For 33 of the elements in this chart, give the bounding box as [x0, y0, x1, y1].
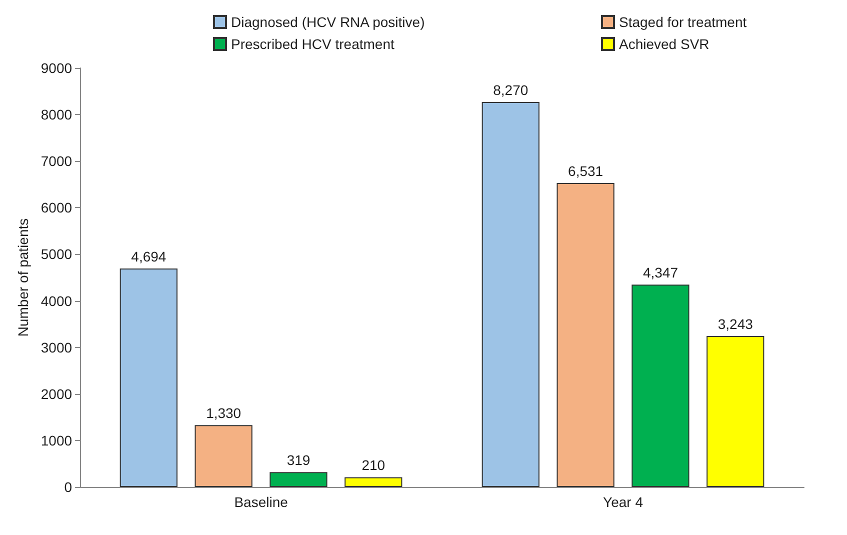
bar: [194, 425, 252, 487]
legend-label: Staged for treatment: [619, 14, 747, 30]
data-label: 319: [286, 452, 310, 468]
data-label: 1,330: [206, 405, 242, 422]
y-tick-label: 6000: [40, 200, 72, 216]
data-label: 6,531: [568, 162, 604, 179]
bar: [482, 102, 540, 487]
legend-label: Diagnosed (HCV RNA positive): [231, 14, 425, 30]
data-label: 210: [362, 457, 386, 474]
y-tick-label: 9000: [40, 60, 72, 76]
x-tick-label: Year 4: [603, 494, 644, 510]
bar: [270, 472, 328, 487]
bar: [556, 182, 614, 487]
bar: [344, 477, 402, 487]
data-label: 3,243: [718, 316, 754, 332]
y-tick-label: 8000: [40, 106, 72, 123]
bar: [120, 268, 178, 487]
legend-label: Achieved SVR: [619, 36, 710, 52]
data-label: 4,694: [131, 248, 166, 264]
data-label: 4,347: [642, 264, 678, 281]
x-tick-label: Baseline: [234, 494, 288, 510]
y-tick-label: 2000: [40, 386, 72, 402]
y-tick-label: 3000: [40, 339, 72, 356]
y-tick-label: 0: [64, 479, 72, 495]
y-tick-label: 4000: [40, 292, 72, 309]
legend-label: Prescribed HCV treatment: [231, 36, 395, 52]
y-tick-label: 7000: [40, 153, 72, 170]
y-tick-label: 5000: [40, 246, 72, 262]
data-label: 8,270: [493, 82, 528, 98]
y-axis-title: Number of patients: [15, 218, 31, 337]
bar: [706, 336, 764, 487]
bar: [632, 284, 690, 487]
y-tick-label: 1000: [40, 432, 72, 448]
